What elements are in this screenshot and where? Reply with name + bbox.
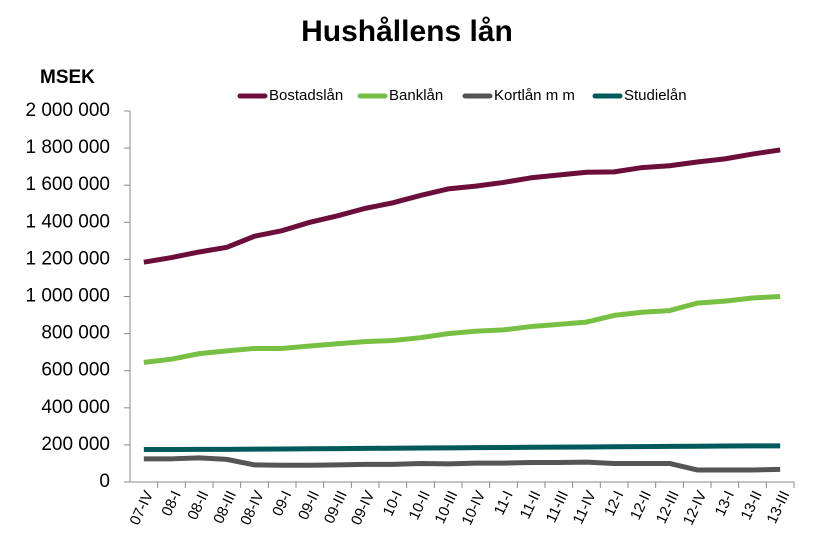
x-tick-label: 08-II: [184, 488, 212, 522]
x-tick-label: 09-III: [321, 488, 351, 526]
x-tick-label: 12-III: [653, 488, 683, 526]
line: [143, 443, 781, 453]
x-tick-label: 09-IV: [348, 488, 379, 528]
y-tick-label: 2 000 000: [25, 100, 110, 121]
x-tick-label: 09-II: [295, 488, 323, 522]
y-tick-label: 1 600 000: [25, 174, 110, 195]
x-tick-label: 13-III: [764, 488, 794, 526]
x-tick-label: 07-IV: [126, 488, 157, 528]
y-tick-label: 800 000: [41, 323, 110, 344]
line: [143, 455, 781, 473]
x-tick-label: 11-I: [491, 488, 517, 518]
legend-label: Bostadslån: [269, 87, 343, 104]
y-tick-label: 0: [99, 471, 110, 492]
x-tick-label: 12-IV: [680, 488, 711, 528]
line: [143, 147, 781, 265]
y-tick-label: 200 000: [41, 434, 110, 455]
y-tick-label: 400 000: [41, 397, 110, 418]
y-axis-label: MSEK: [40, 67, 95, 88]
x-tick-label: 10-IV: [458, 488, 489, 528]
y-tick-label: 1 200 000: [25, 248, 110, 269]
x-tick-label: 10-I: [380, 488, 406, 519]
line: [143, 294, 781, 365]
x-tick-label: 12-I: [601, 488, 627, 519]
y-tick-label: 1 800 000: [25, 137, 110, 158]
x-tick-label: 11-II: [517, 488, 545, 521]
x-tick-label: 11-IV: [570, 488, 600, 527]
x-tick-label: 10-II: [406, 488, 434, 522]
y-tick-label: 1 000 000: [25, 286, 110, 307]
x-tick-label: 08-IV: [237, 488, 268, 528]
chart-title: Hushållens lån: [301, 15, 513, 48]
x-tick-label: 08-I: [158, 488, 184, 519]
x-tick-label: 09-I: [269, 488, 295, 519]
x-tick-label: 11-III: [543, 488, 572, 525]
y-tick-label: 600 000: [41, 360, 110, 381]
x-tick-label: 08-III: [210, 488, 240, 526]
y-tick-label: 1 400 000: [25, 211, 110, 232]
x-tick-label: 13-II: [738, 488, 766, 522]
x-tick-label: 13-I: [712, 488, 738, 519]
legend-label: Kortlån m m: [494, 87, 575, 104]
x-tick-label: 12-II: [627, 488, 655, 522]
x-tick-label: 10-III: [432, 488, 462, 526]
legend-label: Studielån: [624, 87, 687, 104]
legend-label: Banklån: [389, 87, 443, 104]
